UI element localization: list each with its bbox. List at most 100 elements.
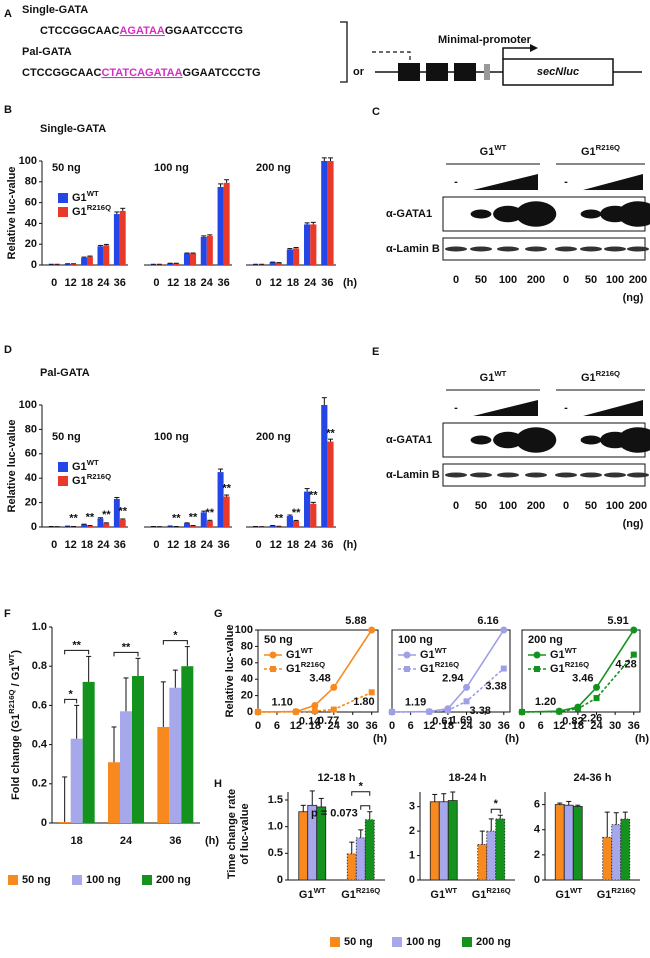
control-lane: - [564,402,568,414]
x-tick-label-part: R216Q [356,886,380,895]
bar [167,526,174,527]
lane-label: 0 [563,500,569,512]
x-tick-label: 0 [256,539,262,551]
unit-label: (ng) [623,518,644,530]
marker [368,626,376,634]
significance: * [173,630,178,642]
error-bar [557,802,563,805]
error-bar [87,255,93,257]
bracket [340,21,348,83]
legend-label: 50 ng [22,874,51,886]
significance: ** [222,482,231,494]
band [604,472,626,478]
blot-group-sup: WT [494,143,506,152]
band [604,246,626,252]
or-label: or [353,66,365,78]
reporter-box [502,58,614,86]
legend-label-sup: WT [87,189,99,198]
legend-label-base: G1 [286,649,301,661]
x-tick-label-part: G1 [430,889,445,901]
legend-swatch [58,207,68,217]
point-note: 3.46 [572,672,593,684]
significance: ** [326,428,335,440]
error-bar [97,517,103,519]
y-axis-label-part: ) [10,650,22,654]
y-tick-label: 1.5 [268,794,283,806]
y-tick-label: 1.0 [32,621,47,633]
point-note: 1.19 [405,696,426,708]
bar [87,256,93,265]
bar [200,236,207,265]
error-bar [310,501,316,504]
legend-label: G1WT [420,646,447,661]
row-label: α-Lamin B [386,243,440,255]
band [470,246,492,252]
legend-swatch [142,875,152,885]
x-tick-label: 12 [270,277,282,289]
bar [190,525,197,527]
x-tick-label: 36 [498,720,510,732]
band [515,427,557,453]
legend-label-sup: R216Q [565,660,589,669]
error-bar [207,519,213,521]
bar [217,472,224,527]
marker [463,698,470,705]
lane-label: 0 [453,500,459,512]
element-box [398,63,420,81]
legend-swatch [58,462,68,472]
element-box [454,63,476,81]
bar [167,263,174,265]
band [627,472,649,478]
bar [97,518,104,527]
error-bar [74,704,80,739]
x-tick-label: 24 [201,277,214,289]
row-label: α-Lamin B [386,469,440,481]
bar [103,523,110,527]
lane-label: 50 [585,500,597,512]
x-unit: (h) [373,733,387,745]
sequence: CTCCGGCAACCTATCAGATAAGGAATCCCTG [22,67,261,79]
error-bar [111,726,117,763]
row-label: α-GATA1 [386,434,432,446]
marker [630,651,637,658]
panel-label: D [4,344,12,356]
bar [438,801,449,881]
error-bar [575,804,581,807]
blot-group: G1WT [480,143,507,158]
x-tick-label: 12 [553,720,565,732]
error-bar [97,244,103,247]
element-box [426,63,448,81]
legend-swatch [58,193,68,203]
bar [327,441,334,527]
bar [321,405,328,527]
band [580,246,602,252]
bar [108,762,120,823]
y-tick-label: 80 [25,176,37,188]
bar [495,818,506,881]
y-tick-label: 100 [19,155,37,167]
band [580,209,602,219]
bar [82,681,95,823]
bar [572,806,583,881]
y-tick-label: 3 [409,801,415,813]
lane-label: 200 [527,500,545,512]
significance: ** [172,513,181,525]
point-note: 5.88 [345,615,366,627]
significance: * [494,798,499,810]
x-tick-label-part: WT [570,886,582,895]
insert-line [372,51,411,62]
bar [275,262,282,265]
y-tick-label: 0.2 [32,778,47,790]
x-unit: (h) [635,733,649,745]
y-tick-label: 2 [409,825,415,837]
y-tick-label: 80 [25,423,37,435]
x-tick-label: 12 [64,539,76,551]
y-tick-label: 80 [241,640,253,652]
bar [602,836,613,881]
error-bar [172,669,178,688]
error-bar [86,655,92,682]
x-tick-label: 0 [153,539,159,551]
bar [429,801,440,881]
sequence-part: CTCCGGCAAC [22,67,101,79]
x-tick-label: 36 [321,539,333,551]
